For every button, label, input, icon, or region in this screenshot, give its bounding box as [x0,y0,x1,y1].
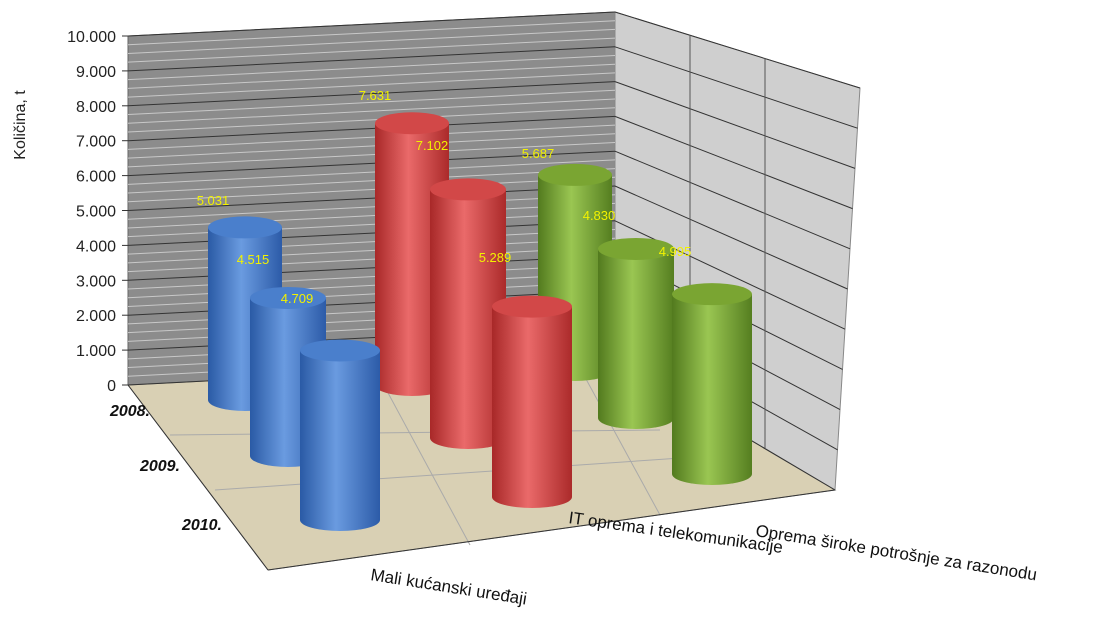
cylinder-top [492,295,572,318]
cylinder-top [598,237,674,260]
grid-line [127,63,616,89]
y-tick-label: 10.000 [67,29,116,46]
y-tick-label: 1.000 [76,343,116,360]
grid-line [127,28,616,54]
category-label: IT oprema i telekomunikacije [567,508,784,557]
data-label: 4.709 [281,291,314,306]
grid-line [127,202,616,229]
grid-line [127,11,616,37]
data-label: 5.687 [522,146,555,161]
y-axis: 0 1.000 2.000 3.000 4.000 5.000 6.000 7.000 8.00… [67,29,128,395]
grid-line [614,11,861,89]
grid-line [579,367,661,516]
y-tick-label: 3.000 [76,273,116,290]
cylinder-top [300,339,380,362]
cylinder-top [375,112,449,135]
grid-line [127,55,616,81]
cylinder-top [538,163,612,186]
cylinder-body [430,189,506,449]
y-tick-label: 4.000 [76,238,116,255]
cylinder-top [208,216,282,239]
y-tick-label: 5.000 [76,204,116,221]
cylinder-body [672,294,752,485]
cylinder-top [250,286,326,309]
data-label: 4.830 [583,208,616,223]
cylinder-body [598,248,674,429]
grid-line [614,150,851,250]
grid-line [614,115,853,210]
y-tick-label: 2.000 [76,308,116,325]
grid-line [127,194,616,220]
cylinder-top [430,178,506,201]
grid-line [127,159,616,185]
grid-line [127,185,616,211]
bars [208,112,752,531]
cylinder-top [672,283,752,306]
grid-line [127,176,616,203]
data-label: 5.031 [197,193,230,208]
grid-line [127,115,616,142]
y-tick-label: 6.000 [76,169,116,186]
grid-line [127,81,616,107]
series-label: 2008. [109,403,150,420]
series-label: 2009. [139,458,180,475]
grid-line [127,37,616,63]
cylinder-bar [430,178,506,449]
data-label: 7.102 [416,138,449,153]
grid-line [614,81,856,169]
y-tick-label: 8.000 [76,99,116,116]
y-tick-label: 9.000 [76,64,116,81]
cylinder-body [492,306,572,508]
grid-line [127,89,616,116]
grid-line [127,133,616,159]
grid-line [127,168,616,194]
grid-line [614,185,848,290]
cylinder-body [300,350,380,531]
data-label: 4.995 [659,244,692,259]
y-tick-label: 0 [107,378,116,395]
grid-line [127,20,616,46]
cylinder-bar [598,237,674,429]
grid-line [127,142,616,168]
series-axis-line [127,384,269,571]
data-label: 7.631 [359,88,392,103]
series-label: 2010. [181,517,222,534]
grid-line [127,107,616,133]
series-axis: 2008. 2009. 2010. [109,384,269,571]
data-label: 4.515 [237,252,270,267]
grid-line [379,377,471,546]
category-label: Oprema široke potrošnje za razonodu [754,521,1038,584]
grid-line [614,46,858,129]
data-label: 5.289 [479,250,512,265]
grid-line [127,46,616,72]
category-axis-line [267,489,836,571]
cylinder-bar [300,339,380,531]
grid-line [127,150,616,177]
grid-line [614,220,846,330]
y-tick-label: 7.000 [76,134,116,151]
cylinder-bar [492,295,572,508]
grid-line [127,72,616,98]
category-label: Mali kućanski uređaji [369,565,528,608]
data-labels: 5.031 7.631 5.687 4.515 7.102 4.830 4.709 5.289… [197,88,692,306]
y-axis-label: Količina, t [12,90,29,160]
grid-line [127,124,616,150]
grid-line [127,98,616,124]
cylinder-bar [672,283,752,485]
